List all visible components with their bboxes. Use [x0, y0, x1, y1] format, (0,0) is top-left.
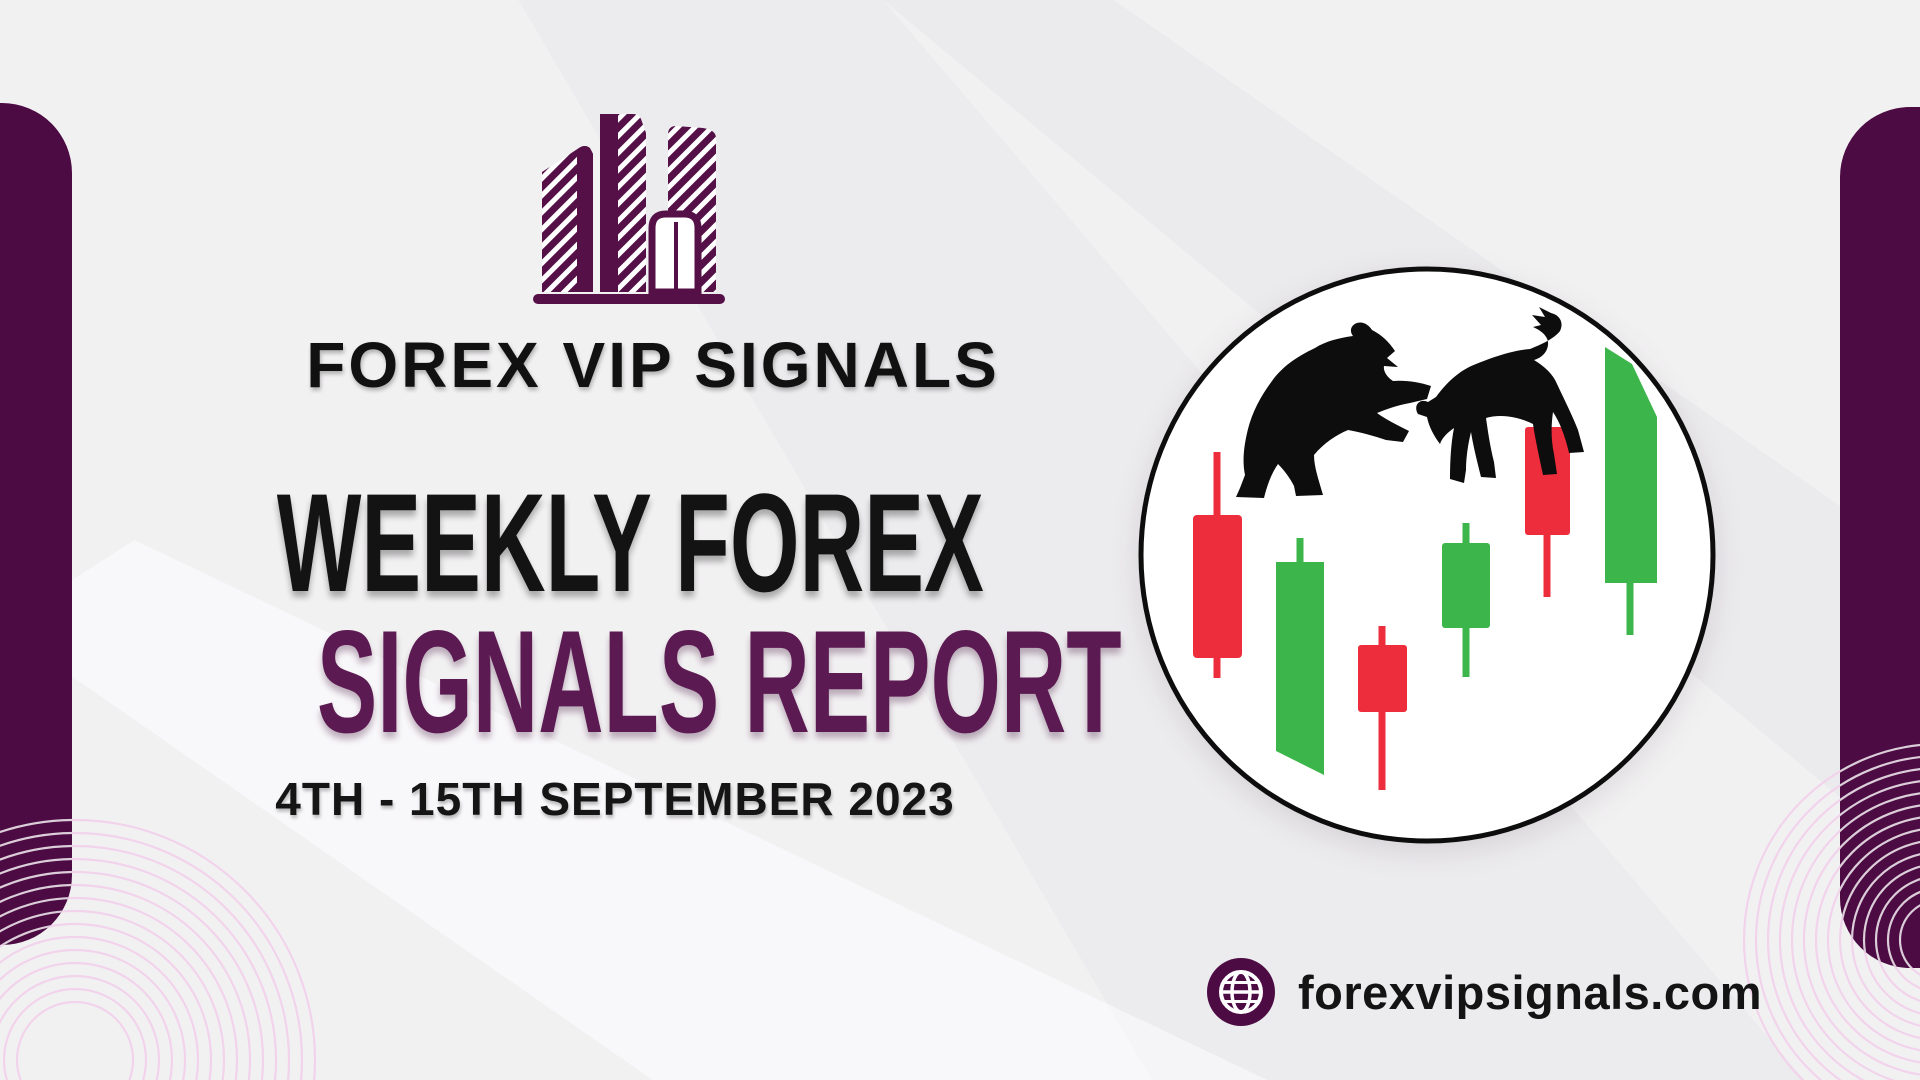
- date-range: 4TH - 15TH SEPTEMBER 2023: [275, 773, 955, 825]
- fingerprint-rings-right-bar: [1840, 743, 1920, 968]
- candlestick-green-4: [1442, 523, 1490, 677]
- globe-icon: [1207, 958, 1275, 1026]
- bull-icon: [1416, 307, 1584, 483]
- fingerprint-rings-left-bar: [0, 818, 72, 945]
- title-line-2: SIGNALS REPORT: [316, 600, 1122, 763]
- brand-name: FOREX VIP SIGNALS: [306, 329, 1000, 401]
- candlestick-green-2: [1276, 538, 1324, 775]
- bull-bear-candlestick-emblem: [1138, 266, 1716, 844]
- candlestick-red-3: [1358, 626, 1407, 790]
- fingerprint-rings-bottom-left: [0, 818, 317, 1080]
- candlestick-red-1: [1193, 452, 1242, 678]
- website-url: forexvipsignals.com: [1298, 965, 1762, 1019]
- website-footer: forexvipsignals.com: [1204, 955, 1762, 1029]
- title-line-1: WEEKLY FOREX: [276, 464, 984, 621]
- city-buildings-icon: [533, 114, 725, 304]
- candlestick-green-6: [1605, 347, 1657, 635]
- right-accent-bar: [1840, 107, 1920, 968]
- left-accent-bar: [0, 103, 72, 945]
- bear-icon: [1236, 322, 1431, 498]
